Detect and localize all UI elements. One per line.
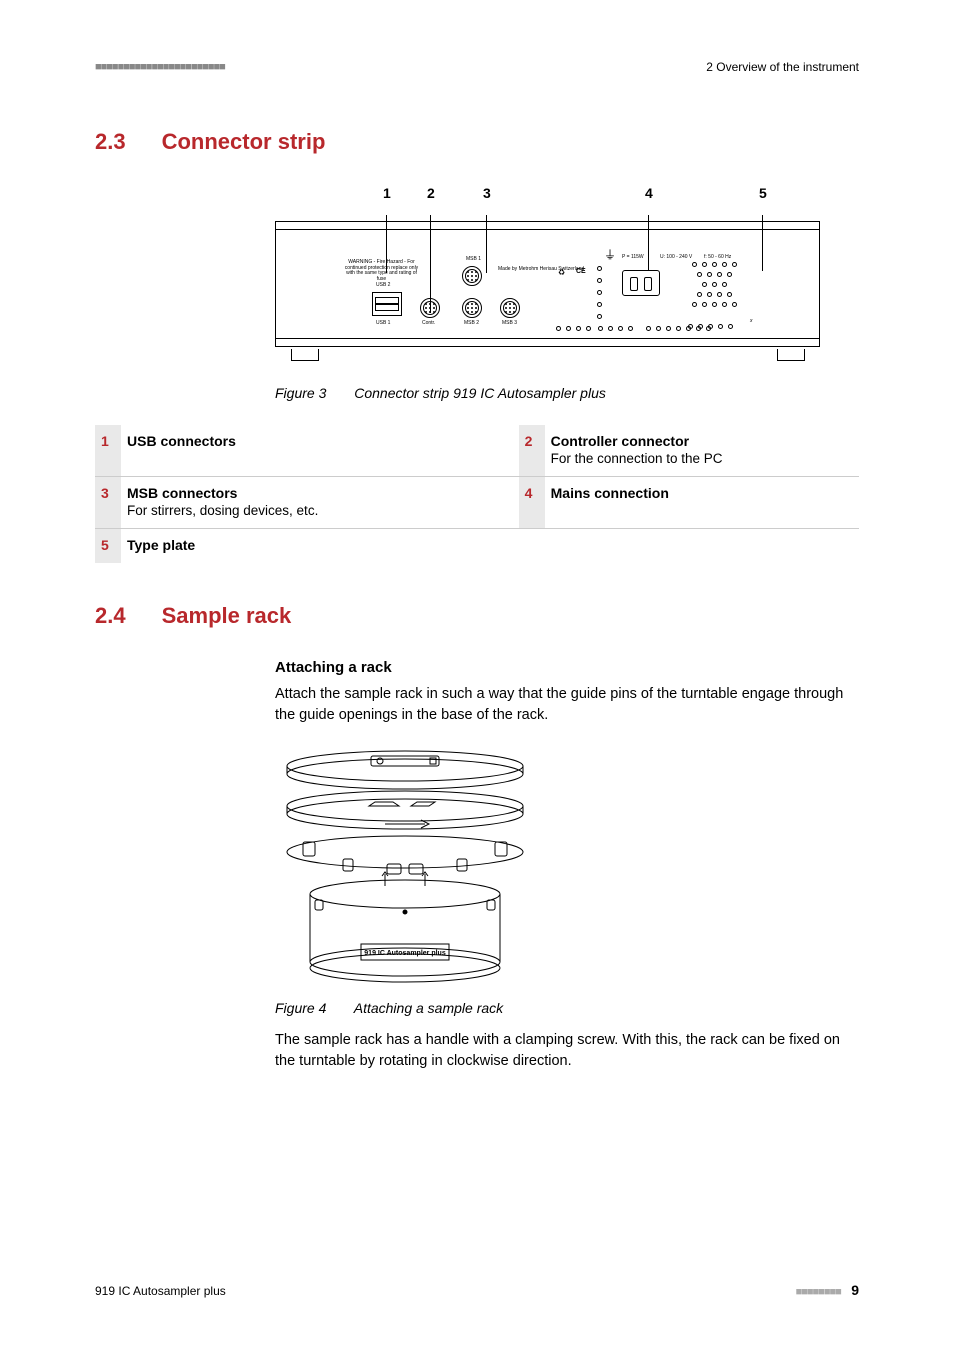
figure-3-label: Figure 3 (275, 385, 326, 401)
legend-num-3: 3 (95, 477, 121, 529)
msb3-label: MSB 3 (502, 320, 517, 326)
legend-num-2: 2 (519, 425, 545, 477)
rear-panel-outline: WARNING - Fire Hazard - For continued pr… (275, 215, 820, 375)
header-dashes: ■■■■■■■■■■■■■■■■■■■■■■■ (95, 61, 225, 73)
section-2-3-title: Connector strip (162, 129, 326, 155)
section-2-3-number: 2.3 (95, 129, 126, 155)
legend-title-3: MSB connectors (127, 485, 463, 501)
attaching-rack-subheading: Attaching a rack (275, 659, 859, 676)
x-mark: x (750, 318, 753, 324)
usb-ports (372, 292, 402, 316)
callout-4: 4 (645, 185, 653, 201)
volt-label: U: 100 - 240 V (660, 254, 692, 260)
made-by-label: Made by Metrohm Herisau Switzerland (498, 266, 584, 272)
usb1-label: USB 1 (376, 320, 390, 326)
freq-label: f: 50 - 60 Hz (704, 254, 731, 260)
footer-page-number: 9 (851, 1282, 859, 1298)
section-2-3-heading: 2.3 Connector strip (95, 129, 859, 155)
contr-label: Contr. (422, 320, 435, 326)
legend-num-5: 5 (95, 529, 121, 564)
attaching-rack-para1: Attach the sample rack in such a way tha… (275, 684, 859, 726)
sample-rack-figure: 919 IC Autosampler plus (275, 744, 535, 994)
legend-title-2: Controller connector (551, 433, 853, 449)
figure-4-text: Attaching a sample rack (354, 1000, 503, 1016)
mains-socket (622, 270, 660, 296)
msb2-port (462, 298, 482, 318)
legend-title-1: USB connectors (127, 433, 463, 449)
sample-rack-svg: 919 IC Autosampler plus (275, 744, 535, 994)
table-row: 1 USB connectors 2 Controller connector … (95, 425, 859, 477)
usb2-label: USB 2 (376, 282, 390, 288)
callout-numbers-row: 1 2 3 4 5 (275, 185, 820, 215)
section-2-4-number: 2.4 (95, 603, 126, 629)
msb1-port (462, 266, 482, 286)
footer-dashes: ■■■■■■■■ (796, 1286, 841, 1298)
figure-4-label: Figure 4 (275, 1000, 326, 1016)
recycle-icon: ♻ (558, 268, 565, 277)
legend-title-5: Type plate (127, 537, 463, 553)
callout-1: 1 (383, 185, 391, 201)
figure-3-text: Connector strip 919 IC Autosampler plus (354, 385, 606, 401)
connector-legend-table: 1 USB connectors 2 Controller connector … (95, 425, 859, 563)
legend-num-1: 1 (95, 425, 121, 477)
controller-port (420, 298, 440, 318)
msb3-port (500, 298, 520, 318)
legend-title-4: Mains connection (551, 485, 853, 501)
figure-3-caption: Figure 3 Connector strip 919 IC Autosamp… (275, 385, 859, 401)
msb2-label: MSB 2 (464, 320, 479, 326)
page-header: ■■■■■■■■■■■■■■■■■■■■■■■ 2 Overview of th… (95, 60, 859, 74)
legend-sub-2: For the connection to the PC (551, 451, 853, 466)
callout-3: 3 (483, 185, 491, 201)
section-2-4-heading: 2.4 Sample rack (95, 603, 859, 629)
legend-sub-3: For stirrers, dosing devices, etc. (127, 503, 463, 518)
table-row: 3 MSB connectors For stirrers, dosing de… (95, 477, 859, 529)
power-label: P = 115W (622, 254, 644, 260)
section-2-4-title: Sample rack (162, 603, 292, 629)
footer-product: 919 IC Autosampler plus (95, 1284, 226, 1298)
callout-5: 5 (759, 185, 767, 201)
figure-4-caption: Figure 4 Attaching a sample rack (275, 1000, 859, 1016)
rack-label-text: 919 IC Autosampler plus (364, 950, 446, 957)
ce-icon: CE (576, 268, 586, 275)
connector-strip-diagram: 1 2 3 4 5 WARNING - Fire Hazard - For co… (275, 185, 820, 375)
header-chapter: 2 Overview of the instrument (706, 60, 859, 74)
legend-num-4: 4 (519, 477, 545, 529)
msb1-label: MSB 1 (466, 256, 481, 262)
attaching-rack-para2: The sample rack has a handle with a clam… (275, 1030, 859, 1072)
page-footer: 919 IC Autosampler plus ■■■■■■■■ 9 (95, 1282, 859, 1300)
table-row: 5 Type plate (95, 529, 859, 564)
callout-2: 2 (427, 185, 435, 201)
ground-icon: ⏚ (604, 246, 616, 263)
warning-label: WARNING - Fire Hazard - For continued pr… (344, 260, 419, 282)
type-plate-holes (688, 262, 768, 332)
